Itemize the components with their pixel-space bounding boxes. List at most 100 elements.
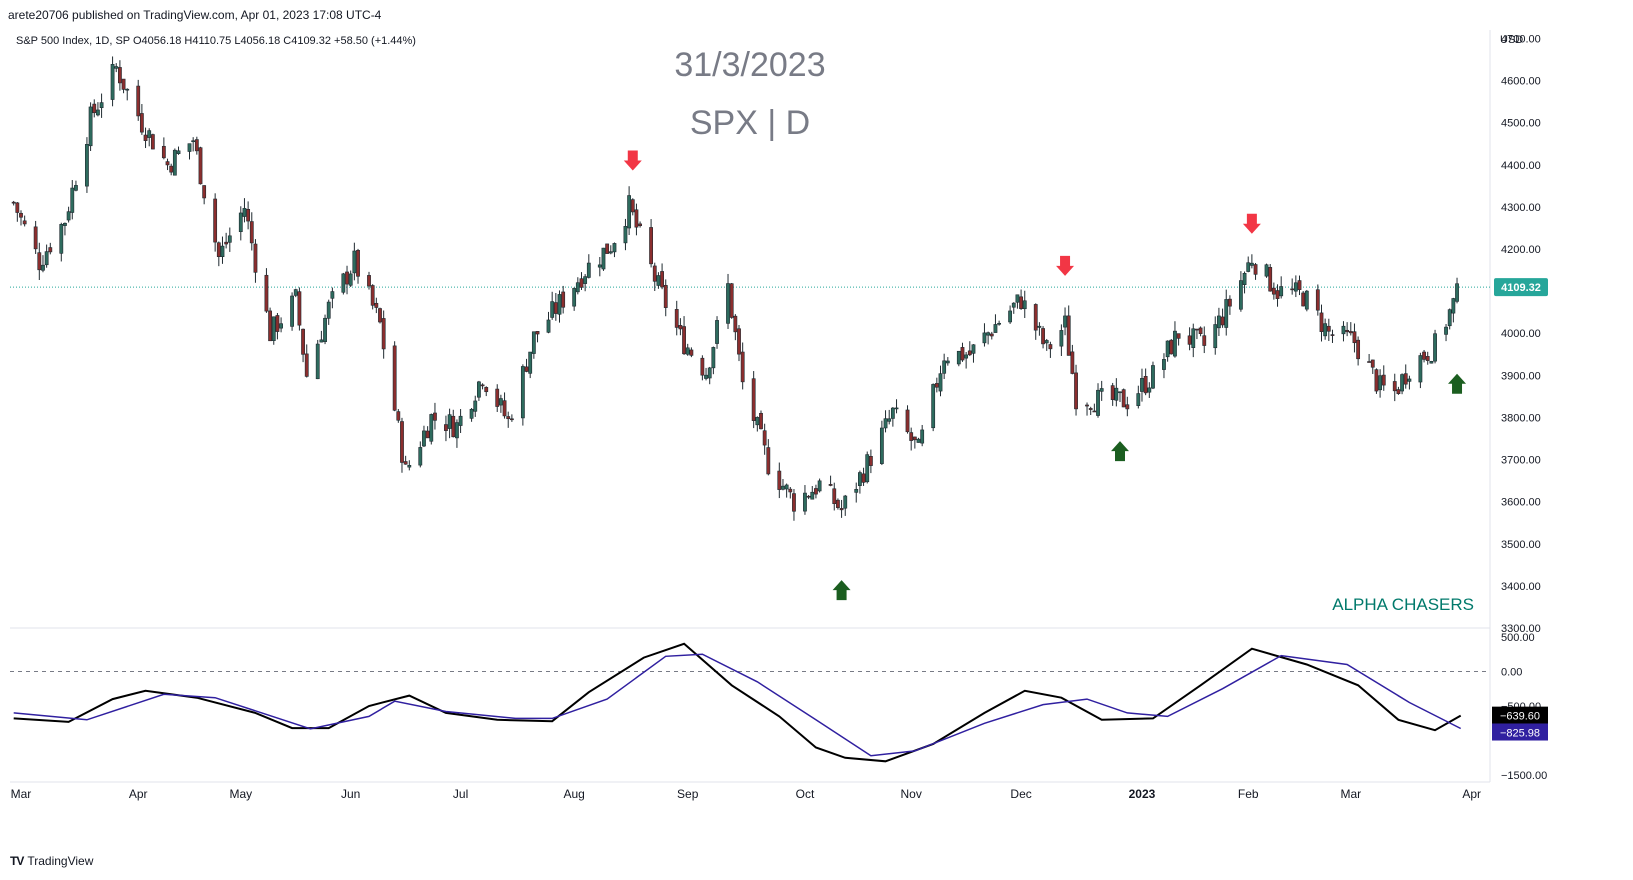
candle-body bbox=[92, 103, 97, 114]
candle-body bbox=[1140, 378, 1144, 392]
candle-body bbox=[561, 291, 566, 308]
price-tick-label: 3300.00 bbox=[1501, 623, 1541, 635]
candle-body bbox=[1033, 304, 1038, 331]
buy-arrow-icon bbox=[1448, 373, 1467, 394]
candle-body bbox=[502, 400, 507, 417]
candle-body bbox=[1370, 359, 1375, 368]
candle-body bbox=[506, 416, 511, 420]
candle-body bbox=[1092, 410, 1097, 413]
candle-body bbox=[1195, 328, 1199, 331]
tradingview-logo-icon: TV bbox=[10, 854, 24, 868]
candle-body bbox=[663, 284, 668, 308]
candle-body bbox=[213, 198, 218, 243]
price-tick-label: 3400.00 bbox=[1501, 581, 1541, 593]
candle-body bbox=[1455, 283, 1459, 302]
candle-body bbox=[597, 264, 602, 268]
candle-body bbox=[169, 165, 174, 173]
candle-body bbox=[176, 150, 181, 154]
candle-body bbox=[96, 109, 100, 116]
candle-body bbox=[425, 430, 430, 439]
candle-body bbox=[883, 418, 888, 429]
candle-body bbox=[942, 360, 947, 374]
candle-body bbox=[583, 276, 588, 284]
candle-body bbox=[1293, 282, 1298, 292]
candle-body bbox=[524, 366, 529, 372]
candle-body bbox=[535, 331, 540, 335]
candle-body bbox=[989, 333, 994, 337]
candle-body bbox=[575, 282, 580, 293]
candle-body bbox=[1238, 280, 1243, 310]
candle-body bbox=[700, 357, 705, 376]
candle-body bbox=[1169, 339, 1174, 355]
candle-body bbox=[33, 226, 38, 250]
candle-body bbox=[781, 485, 785, 490]
buy-arrow-icon bbox=[1111, 441, 1129, 462]
candle-body bbox=[960, 347, 965, 361]
candle-body bbox=[326, 301, 331, 319]
candle-body bbox=[810, 491, 815, 500]
candle-body bbox=[1019, 296, 1023, 309]
candle-body bbox=[264, 274, 269, 312]
candle-body bbox=[689, 349, 694, 356]
price-tick-label: 4500.00 bbox=[1501, 118, 1541, 130]
candle-body bbox=[814, 488, 818, 495]
candle-body bbox=[11, 201, 16, 204]
candle-body bbox=[1041, 328, 1045, 345]
candle-body bbox=[737, 328, 741, 355]
candle-body bbox=[191, 140, 196, 143]
candle-body bbox=[1213, 324, 1218, 349]
candle-body bbox=[22, 220, 27, 225]
candle-body bbox=[1099, 388, 1104, 392]
candle-body bbox=[982, 332, 987, 344]
time-tick-label: Dec bbox=[1010, 787, 1031, 801]
candle-body bbox=[1217, 315, 1221, 329]
osc-tick-label: 0.00 bbox=[1501, 666, 1522, 678]
candle-body bbox=[495, 388, 500, 407]
candle-body bbox=[934, 383, 939, 388]
price-tick-label: 4400.00 bbox=[1501, 160, 1541, 172]
candle-body bbox=[1392, 381, 1397, 392]
candle-body bbox=[1015, 294, 1020, 303]
candle-body bbox=[1301, 292, 1306, 307]
candle-body bbox=[964, 354, 969, 359]
candle-body bbox=[1187, 335, 1192, 345]
candle-body bbox=[1381, 374, 1386, 386]
candle-body bbox=[147, 130, 152, 138]
price-tick-label: 3700.00 bbox=[1501, 455, 1541, 467]
candle-body bbox=[1407, 378, 1412, 382]
candle-body bbox=[374, 302, 379, 308]
candle-body bbox=[1271, 287, 1276, 295]
candle-body bbox=[956, 350, 961, 365]
candle-body bbox=[1315, 289, 1320, 311]
candle-body bbox=[279, 323, 283, 329]
candle-body bbox=[268, 310, 272, 342]
candle-body bbox=[216, 242, 221, 257]
candle-body bbox=[1165, 340, 1170, 358]
candle-body bbox=[1352, 331, 1357, 344]
candle-body bbox=[1403, 373, 1408, 385]
candle-body bbox=[1341, 325, 1346, 335]
candle-body bbox=[1433, 333, 1437, 362]
candle-body bbox=[729, 283, 734, 318]
osc-value-tag-label: −639.60 bbox=[1500, 711, 1540, 723]
candle-body bbox=[407, 465, 412, 468]
price-tick-label: 4300.00 bbox=[1501, 202, 1541, 214]
candle-body bbox=[1066, 315, 1071, 356]
time-tick-label: Jun bbox=[341, 787, 360, 801]
candle-body bbox=[1125, 404, 1130, 410]
candle-body bbox=[1323, 323, 1328, 337]
candle-body bbox=[912, 436, 917, 441]
candle-body bbox=[37, 252, 42, 271]
candle-body bbox=[509, 418, 514, 421]
osc-fast-line bbox=[13, 642, 1462, 763]
candle-body bbox=[572, 288, 577, 307]
candle-body bbox=[1374, 369, 1379, 392]
candle-body bbox=[1304, 290, 1309, 310]
sell-arrow-icon bbox=[1242, 213, 1261, 234]
currency-label: USD bbox=[1500, 34, 1523, 46]
candle-body bbox=[1268, 267, 1273, 292]
candle-body bbox=[762, 430, 767, 446]
candle-body bbox=[48, 247, 53, 253]
candle-body bbox=[396, 411, 401, 421]
